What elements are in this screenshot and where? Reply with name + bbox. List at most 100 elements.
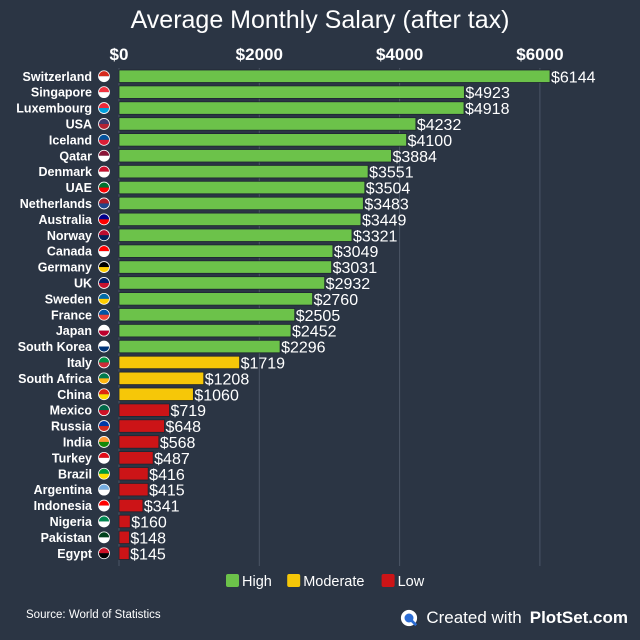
bar xyxy=(118,514,131,529)
bar xyxy=(118,546,130,560)
denmark-flag-icon xyxy=(98,165,110,178)
category-label: Brazil xyxy=(58,467,92,481)
value-label: $6144 xyxy=(551,69,596,86)
south-korea-flag-icon xyxy=(98,340,110,353)
value-label: $4232 xyxy=(417,117,462,134)
category-label: Sweden xyxy=(45,292,92,306)
bar xyxy=(118,498,144,513)
france-flag-icon xyxy=(98,308,110,321)
legend-swatch xyxy=(381,574,395,587)
category-label: Russia xyxy=(51,420,93,434)
category-label: Luxembourg xyxy=(16,102,92,116)
category-label: Pakistan xyxy=(41,531,92,545)
bar xyxy=(118,180,366,195)
legend-item-low[interactable]: Low xyxy=(381,574,425,590)
bar xyxy=(118,419,165,433)
category-label: UK xyxy=(74,276,92,290)
bar xyxy=(118,69,551,83)
bar xyxy=(118,212,362,227)
value-label: $3504 xyxy=(366,181,411,198)
legend-item-moderate[interactable]: Moderate xyxy=(287,574,364,590)
bar xyxy=(118,228,353,242)
bar xyxy=(118,387,194,401)
source-note: Source: World of Statistics xyxy=(26,609,161,621)
mexico-flag-icon xyxy=(98,404,110,417)
category-label: Nigeria xyxy=(50,515,93,529)
legend-label: Low xyxy=(398,574,425,590)
value-label: $3449 xyxy=(362,212,407,229)
category-label: Iceland xyxy=(49,133,92,147)
value-label: $3049 xyxy=(334,244,379,261)
indonesia-flag-icon xyxy=(98,499,110,512)
bar xyxy=(118,482,149,497)
category-label: Australia xyxy=(39,213,94,227)
value-label: $3884 xyxy=(392,149,437,166)
category-label: Egypt xyxy=(57,547,93,561)
value-label: $4923 xyxy=(465,85,510,102)
bar xyxy=(118,244,334,258)
value-label: $2932 xyxy=(326,276,371,293)
bar xyxy=(118,530,130,544)
bar xyxy=(118,149,392,163)
value-label: $3321 xyxy=(353,228,398,245)
value-label: $3483 xyxy=(364,196,409,213)
luxembourg-flag-icon xyxy=(98,102,110,114)
category-label: UAE xyxy=(66,181,92,195)
category-label: Qatar xyxy=(59,149,92,163)
germany-flag-icon xyxy=(98,261,110,273)
value-label: $3551 xyxy=(369,165,414,182)
legend-label: High xyxy=(242,574,272,590)
bar xyxy=(118,117,417,131)
category-label: Mexico xyxy=(50,404,93,418)
credit-link[interactable]: Created with PlotSet.com xyxy=(400,608,628,628)
value-label: $568 xyxy=(160,435,196,452)
bar xyxy=(118,355,240,370)
russia-flag-icon xyxy=(98,420,110,432)
credit-brand: PlotSet.com xyxy=(529,608,628,627)
legend-swatch xyxy=(287,574,301,587)
turkey-flag-icon xyxy=(98,451,110,464)
value-label: $1208 xyxy=(205,371,250,388)
switzerland-flag-icon xyxy=(98,70,110,83)
sweden-flag-icon xyxy=(98,292,110,305)
bar xyxy=(118,403,170,417)
bar xyxy=(118,164,369,179)
bar xyxy=(118,371,205,386)
x-tick-label: $0 xyxy=(110,45,129,64)
value-label: $415 xyxy=(149,483,185,500)
category-label: Germany xyxy=(38,261,92,275)
category-label: South Korea xyxy=(18,340,93,354)
australia-flag-icon xyxy=(98,213,110,226)
japan-flag-icon xyxy=(98,324,110,337)
value-label: $3031 xyxy=(333,260,378,277)
category-label: Turkey xyxy=(52,451,92,465)
bar xyxy=(118,308,296,322)
nigeria-flag-icon xyxy=(98,515,110,528)
value-label: $341 xyxy=(144,499,180,516)
category-label: Indonesia xyxy=(34,499,93,513)
usa-flag-icon xyxy=(98,118,110,130)
category-label: Canada xyxy=(47,245,93,259)
value-label: $4918 xyxy=(465,101,510,118)
x-tick-label: $4000 xyxy=(376,45,423,64)
qatar-flag-icon xyxy=(98,149,110,162)
south-africa-flag-icon xyxy=(98,372,110,385)
legend-item-high[interactable]: High xyxy=(226,574,272,590)
value-label: $160 xyxy=(131,514,167,531)
category-label: Denmark xyxy=(39,165,93,179)
category-label: USA xyxy=(66,117,92,131)
value-label: $1719 xyxy=(241,355,286,372)
category-label: India xyxy=(63,435,93,449)
bar xyxy=(118,451,154,465)
plotset-logo-icon xyxy=(401,609,418,627)
china-flag-icon xyxy=(98,388,110,401)
bar xyxy=(118,323,292,338)
legend-label: Moderate xyxy=(303,574,364,590)
chart-title: Average Monthly Salary (after tax) xyxy=(130,6,510,34)
bar xyxy=(118,196,364,211)
bar xyxy=(118,260,333,274)
value-label: $648 xyxy=(165,419,201,436)
iceland-flag-icon xyxy=(98,133,110,146)
argentina-flag-icon xyxy=(98,483,110,496)
